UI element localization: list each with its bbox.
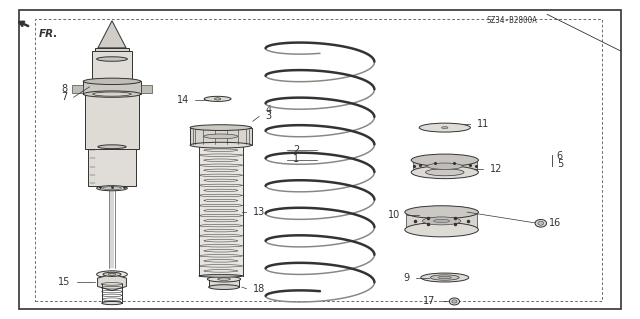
Ellipse shape (538, 221, 543, 225)
Ellipse shape (199, 275, 243, 277)
Ellipse shape (209, 285, 239, 290)
Ellipse shape (430, 275, 459, 280)
Polygon shape (97, 274, 127, 291)
Ellipse shape (93, 92, 131, 96)
Text: 14: 14 (177, 95, 189, 106)
Text: FR.: FR. (38, 29, 58, 39)
Text: 16: 16 (549, 218, 561, 228)
Ellipse shape (97, 271, 127, 278)
Bar (35, 19, 602, 301)
Text: 3: 3 (266, 111, 272, 122)
Text: 8: 8 (61, 84, 67, 94)
Ellipse shape (190, 142, 252, 148)
Text: 2: 2 (293, 145, 300, 155)
Ellipse shape (97, 186, 127, 191)
Ellipse shape (411, 166, 479, 179)
Ellipse shape (103, 272, 121, 276)
Ellipse shape (207, 276, 241, 282)
Bar (141, 85, 152, 93)
Ellipse shape (190, 125, 252, 130)
Bar (413, 160, 477, 172)
Text: 6: 6 (557, 151, 563, 161)
Ellipse shape (404, 223, 479, 237)
Ellipse shape (428, 163, 462, 169)
Ellipse shape (218, 278, 230, 280)
Polygon shape (98, 21, 126, 48)
Bar (85, 89, 139, 149)
Ellipse shape (83, 78, 141, 85)
Ellipse shape (83, 91, 141, 97)
Ellipse shape (102, 301, 122, 305)
Text: 18: 18 (253, 284, 265, 294)
Ellipse shape (422, 217, 461, 225)
Text: 11: 11 (477, 119, 489, 130)
Ellipse shape (404, 206, 479, 219)
Ellipse shape (204, 96, 231, 101)
Ellipse shape (214, 98, 221, 100)
Ellipse shape (535, 219, 547, 227)
Text: 1: 1 (293, 154, 300, 165)
Text: SZ34-B2800A: SZ34-B2800A (486, 16, 538, 25)
Text: 17: 17 (423, 296, 435, 307)
Bar (406, 212, 477, 230)
Ellipse shape (426, 169, 464, 176)
Text: 7: 7 (61, 92, 67, 102)
Bar (88, 147, 136, 186)
Text: 15: 15 (58, 277, 70, 287)
Ellipse shape (411, 154, 479, 166)
Ellipse shape (97, 57, 127, 61)
Ellipse shape (442, 127, 448, 129)
Bar (190, 128, 252, 145)
Ellipse shape (452, 300, 457, 303)
Text: 12: 12 (490, 164, 502, 174)
Ellipse shape (419, 123, 470, 132)
Ellipse shape (102, 187, 122, 190)
Text: 13: 13 (253, 207, 265, 217)
Text: 10: 10 (388, 210, 401, 220)
Ellipse shape (449, 298, 460, 305)
Bar (92, 51, 132, 79)
Ellipse shape (434, 219, 449, 223)
Bar (83, 81, 141, 94)
Text: 5: 5 (557, 159, 563, 169)
Ellipse shape (438, 276, 451, 279)
Text: 9: 9 (403, 272, 410, 283)
Bar (95, 48, 129, 51)
Bar (72, 85, 83, 93)
Ellipse shape (421, 273, 468, 282)
Ellipse shape (98, 145, 126, 149)
Bar (199, 145, 243, 276)
Bar (209, 279, 239, 287)
Text: 4: 4 (266, 105, 272, 115)
Ellipse shape (108, 273, 116, 276)
Ellipse shape (204, 134, 237, 139)
